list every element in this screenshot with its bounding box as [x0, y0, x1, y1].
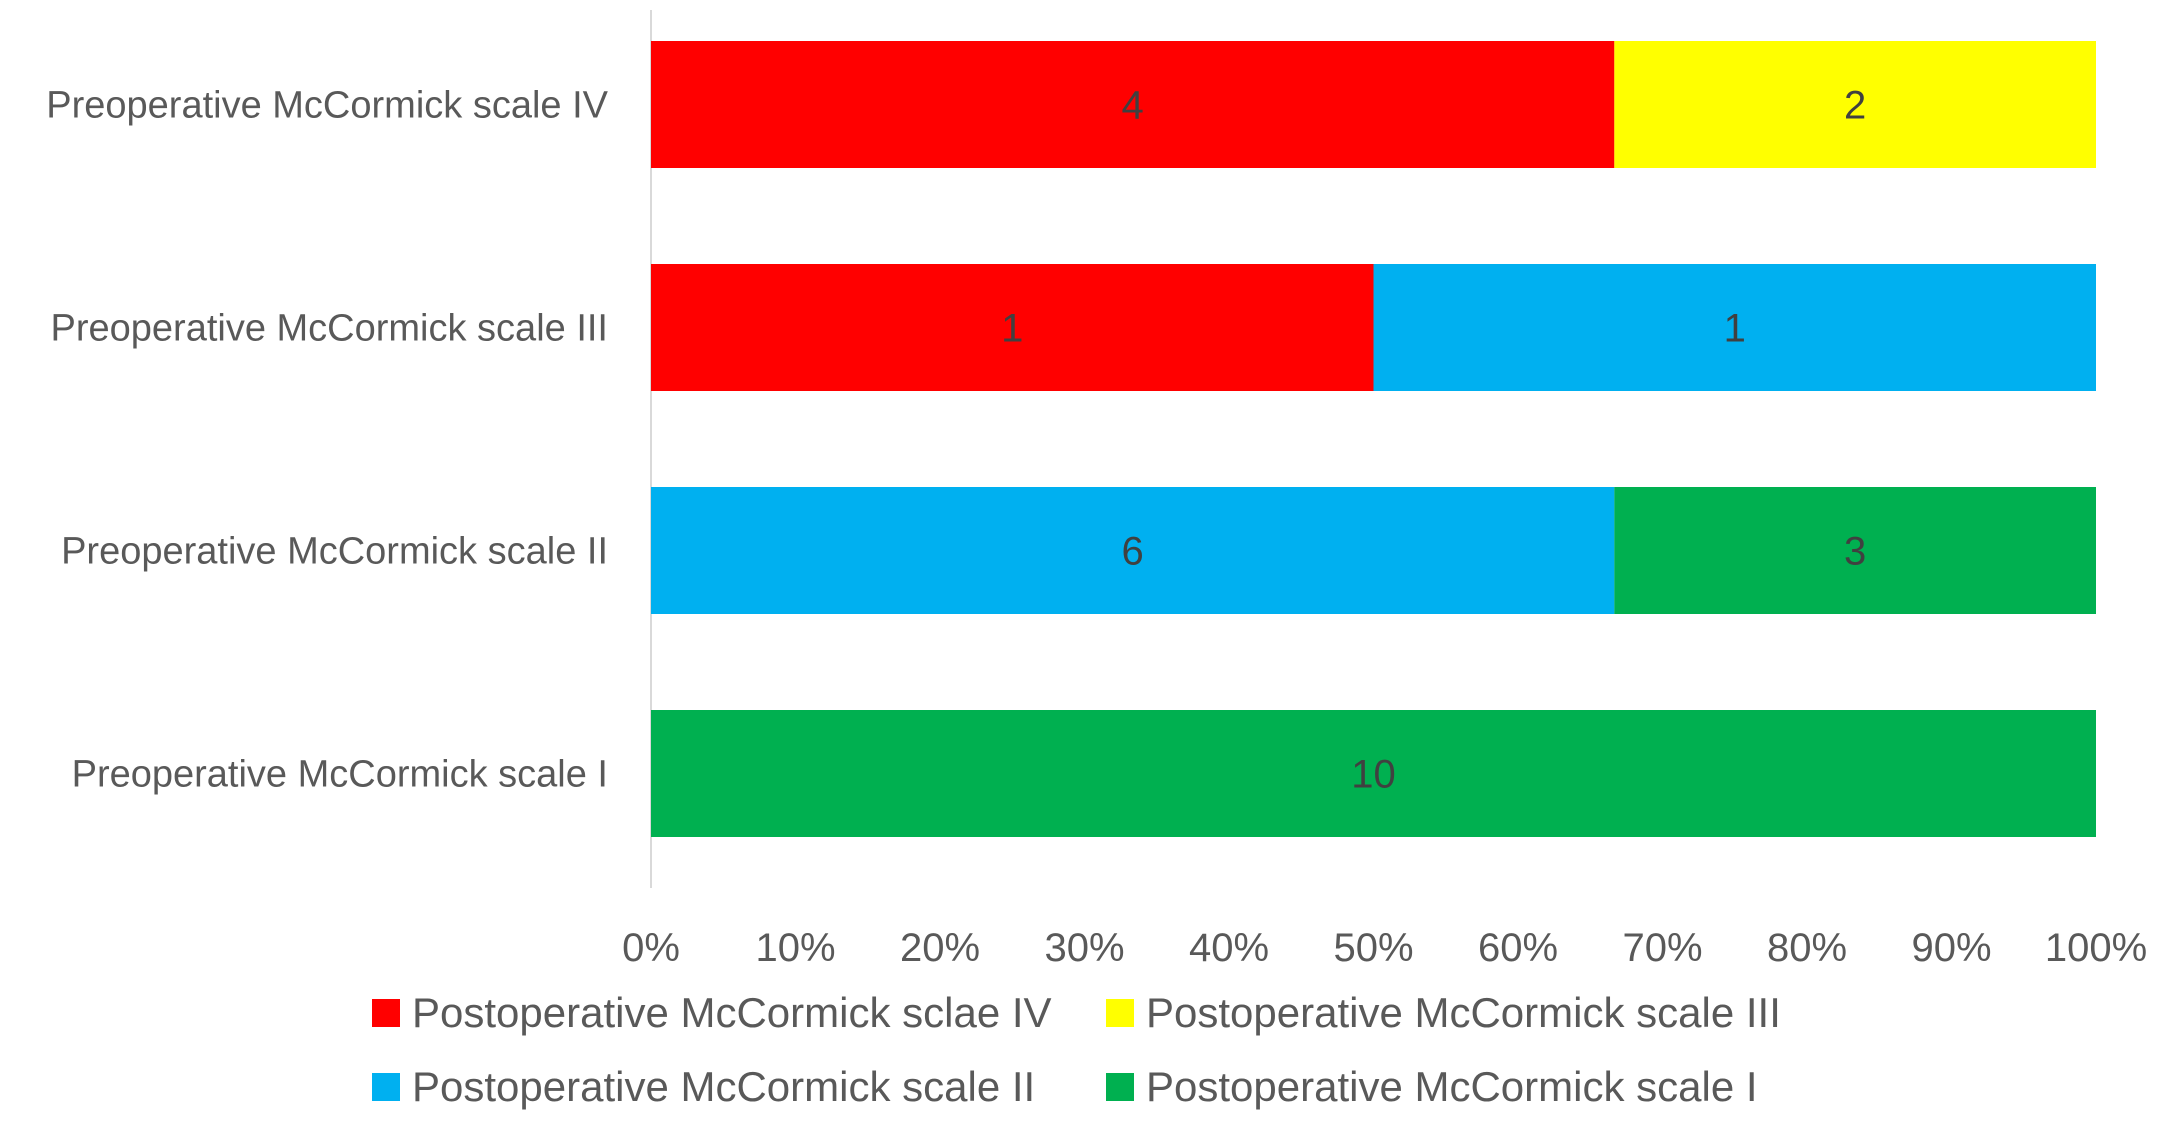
legend: Postoperative McCormick sclae IV Postoper…: [372, 989, 1781, 1110]
bar-preoperative-mccormick-scale-ii-postoperative-mccormick-scale-ii: [651, 487, 1615, 614]
data-label-preoperative-mccormick-scale-ii-postoperative-mccormick-scale-ii: 6: [1122, 530, 1144, 574]
data-labels: 4 2 1 1 6 3 10: [1001, 84, 1866, 797]
category-label: Preoperative McCormick scale II: [61, 531, 608, 573]
legend-label-postoperative-mccormick-scale-ii: Postoperative McCormick scale II: [412, 1063, 1035, 1110]
category-labels: Preoperative McCormick scale IV Preoperat…: [46, 85, 608, 796]
bar-preoperative-mccormick-scale-iii-postoperative-mccormick-sclae-iv: [651, 264, 1374, 391]
legend-swatch-postoperative-mccormick-scale-i: [1106, 1073, 1134, 1101]
x-tick-label: 0%: [622, 926, 680, 970]
category-label: Preoperative McCormick scale I: [72, 754, 608, 796]
data-label-preoperative-mccormick-scale-i-postoperative-mccormick-scale-i: 10: [1351, 753, 1396, 797]
data-label-preoperative-mccormick-scale-iv-postoperative-mccormick-sclae-iv: 4: [1122, 84, 1144, 128]
x-axis-tick-labels: 0% 10% 20% 30% 40% 50% 60% 70% 80% 90% 100%: [622, 926, 2147, 970]
data-label-preoperative-mccormick-scale-ii-postoperative-mccormick-scale-i: 3: [1844, 530, 1866, 574]
x-tick-label: 10%: [755, 926, 835, 970]
legend-swatch-postoperative-mccormick-scale-iii: [1106, 999, 1134, 1027]
x-tick-label: 80%: [1767, 926, 1847, 970]
x-tick-label: 70%: [1622, 926, 1702, 970]
x-tick-label: 30%: [1044, 926, 1124, 970]
x-tick-label: 40%: [1189, 926, 1269, 970]
bar-preoperative-mccormick-scale-i-postoperative-mccormick-scale-i: [651, 710, 2096, 837]
x-tick-label: 100%: [2045, 926, 2147, 970]
x-tick-label: 50%: [1333, 926, 1413, 970]
legend-label-postoperative-mccormick-scale-iii: Postoperative McCormick scale III: [1146, 989, 1781, 1036]
bar-preoperative-mccormick-scale-ii-postoperative-mccormick-scale-i: [1614, 487, 2096, 614]
data-label-preoperative-mccormick-scale-iv-postoperative-mccormick-scale-iii: 2: [1844, 84, 1866, 128]
bar-segments: [651, 41, 2096, 837]
bar-preoperative-mccormick-scale-iv-postoperative-mccormick-sclae-iv: [651, 41, 1615, 168]
data-label-preoperative-mccormick-scale-iii-postoperative-mccormick-scale-ii: 1: [1724, 307, 1746, 351]
category-label: Preoperative McCormick scale III: [51, 308, 609, 350]
x-tick-label: 60%: [1478, 926, 1558, 970]
legend-swatch-postoperative-mccormick-sclae-iv: [372, 999, 400, 1027]
x-tick-label: 90%: [1911, 926, 1991, 970]
data-label-preoperative-mccormick-scale-iii-postoperative-mccormick-sclae-iv: 1: [1001, 307, 1023, 351]
legend-label-postoperative-mccormick-sclae-iv: Postoperative McCormick sclae IV: [412, 989, 1052, 1036]
legend-swatch-postoperative-mccormick-scale-ii: [372, 1073, 400, 1101]
bar-preoperative-mccormick-scale-iv-postoperative-mccormick-scale-iii: [1614, 41, 2096, 168]
category-label: Preoperative McCormick scale IV: [46, 85, 608, 127]
x-tick-label: 20%: [900, 926, 980, 970]
bar-preoperative-mccormick-scale-iii-postoperative-mccormick-scale-ii: [1373, 264, 2096, 391]
legend-label-postoperative-mccormick-scale-i: Postoperative McCormick scale I: [1146, 1063, 1758, 1110]
